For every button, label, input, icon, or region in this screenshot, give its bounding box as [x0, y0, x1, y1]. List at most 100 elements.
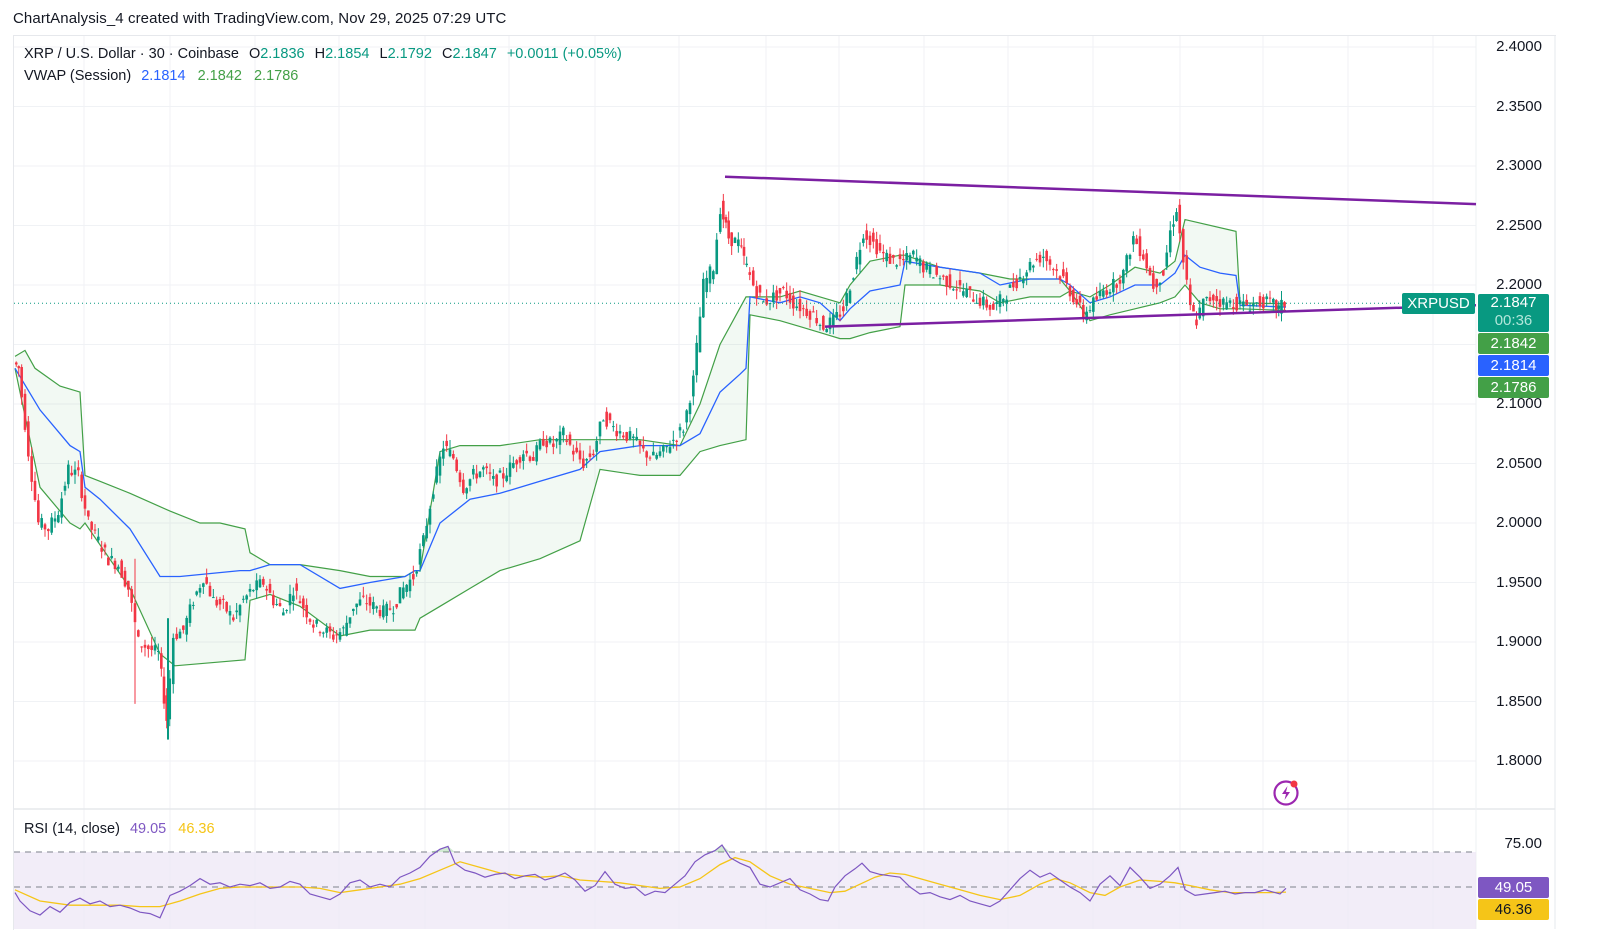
candle-body [758, 285, 762, 293]
rsi-title[interactable]: RSI (14, close) [24, 821, 120, 837]
candle-body [20, 367, 23, 398]
candle-body [67, 464, 70, 485]
candle-body [515, 460, 518, 465]
candle-body [83, 495, 87, 509]
candle-body [60, 498, 63, 518]
candle-body [198, 588, 202, 593]
candle-body [815, 317, 818, 324]
candle-body [1005, 299, 1008, 304]
candle-body [1188, 284, 1192, 306]
candle-body [388, 608, 392, 610]
candle-body [795, 306, 798, 309]
candle-body [295, 583, 298, 591]
candle-body [408, 579, 412, 592]
candle-body [258, 579, 262, 588]
candle-body [898, 254, 902, 260]
candle-body [14, 362, 18, 365]
candle-body [622, 435, 625, 438]
candle-body [445, 440, 448, 447]
candle-body [1098, 290, 1102, 297]
candle-body [772, 292, 775, 303]
candle-body [23, 393, 27, 430]
candle-body [632, 436, 635, 439]
candle-body [828, 317, 832, 330]
candle-body [740, 245, 743, 247]
candle-body [1175, 212, 1178, 222]
vwap-title[interactable]: VWAP (Session) [24, 68, 132, 84]
candle-body [47, 529, 50, 532]
candle-body [922, 261, 925, 273]
candle-body [1018, 276, 1022, 279]
candle-body [1062, 269, 1065, 277]
candle-body [1165, 252, 1169, 267]
candle-body [282, 612, 285, 616]
candle-body [1252, 303, 1255, 307]
candle-body [77, 467, 80, 471]
candle-body [1088, 310, 1092, 312]
candle-body [425, 525, 428, 539]
candle-body [838, 314, 842, 317]
candle-body [1022, 279, 1025, 284]
candle-body [888, 253, 892, 264]
candle-body [87, 510, 90, 517]
candle-body [695, 342, 698, 376]
candle-body [288, 593, 292, 606]
candle-body [1125, 255, 1128, 272]
candle-body [1148, 267, 1152, 276]
candle-body [865, 230, 868, 240]
symbol-legend: XRP / U.S. Dollar · 30 · Coinbase O2.183… [24, 46, 628, 62]
candle-body [1178, 204, 1182, 234]
bar-countdown: 00:36 [1494, 312, 1533, 329]
candle-body [808, 311, 812, 320]
candle-body [1274, 300, 1278, 311]
candle-body [548, 437, 552, 443]
candle-body [1072, 289, 1075, 303]
candle-body [160, 653, 163, 669]
candle-body [195, 591, 198, 595]
candle-body [978, 297, 982, 306]
price-axis-label: 2.3000 [1496, 157, 1542, 174]
candle-body [1201, 298, 1205, 317]
candle-body [655, 454, 658, 459]
candle-body [315, 619, 318, 624]
candle-body [1145, 253, 1148, 269]
candle-body [1258, 296, 1262, 307]
candle-body [765, 298, 768, 305]
vwap-legend: VWAP (Session) 2.1814 2.1842 2.1786 [24, 68, 306, 84]
candle-body [325, 627, 328, 633]
candle-body [552, 443, 555, 447]
candle-body [415, 571, 418, 574]
candle-body [30, 456, 33, 482]
candle-body [228, 611, 232, 616]
candle-body [140, 646, 143, 648]
candle-body [782, 287, 785, 289]
symbol-title[interactable]: XRP / U.S. Dollar · 30 · Coinbase [24, 46, 239, 62]
candle-body [495, 474, 498, 487]
vwap-band-fill [15, 219, 1286, 666]
candle-body [512, 462, 515, 468]
candle-body [578, 450, 582, 460]
candle-body [1248, 310, 1252, 312]
candle-body [90, 521, 93, 530]
candle-body [705, 277, 708, 293]
candle-body [528, 456, 532, 461]
candle-body [27, 421, 30, 457]
candle-body [100, 547, 103, 552]
candle-body [238, 605, 242, 616]
candle-body [478, 471, 482, 478]
candle-body [688, 402, 692, 415]
candle-body [668, 447, 672, 453]
candle-body [182, 625, 185, 630]
lightning-bolt-icon[interactable] [1272, 779, 1300, 807]
candle-body [292, 595, 295, 602]
candle-body [1235, 296, 1238, 311]
candle-body [1008, 284, 1012, 288]
candle-body [878, 243, 882, 251]
candle-body [508, 462, 512, 477]
candle-body [1118, 279, 1122, 284]
candle-body [825, 329, 828, 333]
candle-body [318, 632, 322, 634]
candle-body [120, 560, 123, 578]
candle-body [215, 599, 218, 606]
